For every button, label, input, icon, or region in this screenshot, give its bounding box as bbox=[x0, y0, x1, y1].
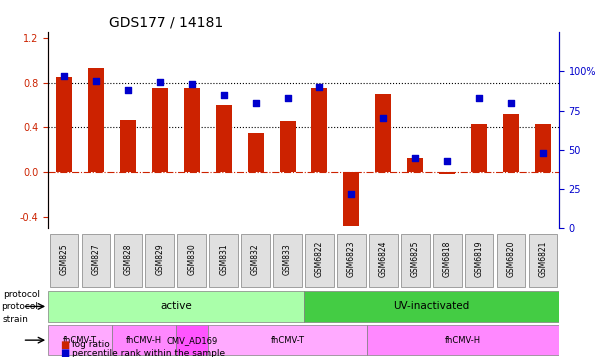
Bar bbox=[216, 105, 231, 172]
Bar bbox=[120, 120, 136, 172]
Bar bbox=[88, 68, 104, 172]
FancyBboxPatch shape bbox=[114, 235, 142, 287]
Bar bbox=[56, 77, 72, 172]
FancyBboxPatch shape bbox=[369, 235, 398, 287]
Point bbox=[442, 158, 452, 164]
Text: protocol: protocol bbox=[3, 290, 40, 299]
Text: ■: ■ bbox=[60, 340, 69, 350]
FancyBboxPatch shape bbox=[304, 291, 559, 322]
FancyBboxPatch shape bbox=[337, 235, 366, 287]
Text: GSM825: GSM825 bbox=[59, 243, 69, 275]
Bar bbox=[407, 158, 423, 172]
FancyBboxPatch shape bbox=[82, 235, 111, 287]
FancyBboxPatch shape bbox=[433, 235, 462, 287]
Text: CMV_AD169: CMV_AD169 bbox=[166, 336, 218, 345]
Point bbox=[315, 84, 325, 90]
Text: GSM6825: GSM6825 bbox=[410, 241, 419, 277]
Text: GSM827: GSM827 bbox=[91, 243, 100, 275]
Point bbox=[379, 116, 388, 121]
FancyBboxPatch shape bbox=[208, 325, 367, 355]
Text: active: active bbox=[160, 301, 192, 311]
FancyBboxPatch shape bbox=[209, 235, 238, 287]
Bar bbox=[471, 124, 487, 172]
Text: GSM6821: GSM6821 bbox=[538, 241, 548, 277]
Point bbox=[282, 95, 292, 101]
Bar bbox=[343, 172, 359, 226]
Text: ■: ■ bbox=[60, 348, 69, 357]
Bar bbox=[439, 172, 455, 175]
Text: GSM6823: GSM6823 bbox=[347, 241, 356, 277]
Text: log ratio: log ratio bbox=[72, 340, 110, 349]
FancyBboxPatch shape bbox=[112, 325, 176, 355]
Text: GSM6820: GSM6820 bbox=[507, 241, 516, 277]
Text: percentile rank within the sample: percentile rank within the sample bbox=[72, 349, 225, 357]
Text: GDS177 / 14181: GDS177 / 14181 bbox=[109, 16, 224, 30]
FancyBboxPatch shape bbox=[241, 235, 270, 287]
Text: fhCMV-H: fhCMV-H bbox=[445, 336, 481, 345]
Point bbox=[59, 73, 69, 79]
Text: fhCMV-H: fhCMV-H bbox=[126, 336, 162, 345]
Point bbox=[219, 92, 228, 98]
FancyBboxPatch shape bbox=[496, 235, 525, 287]
Text: protocol: protocol bbox=[1, 302, 38, 311]
FancyBboxPatch shape bbox=[529, 235, 557, 287]
FancyBboxPatch shape bbox=[177, 235, 206, 287]
Bar bbox=[279, 121, 296, 172]
Point bbox=[474, 95, 484, 101]
FancyBboxPatch shape bbox=[50, 235, 78, 287]
Bar bbox=[184, 88, 200, 172]
FancyBboxPatch shape bbox=[273, 235, 302, 287]
Point bbox=[91, 78, 101, 84]
Point bbox=[538, 150, 548, 156]
Point bbox=[347, 191, 356, 197]
Text: fhCMV-T: fhCMV-T bbox=[270, 336, 305, 345]
Point bbox=[123, 87, 133, 93]
Point bbox=[187, 81, 197, 87]
Text: GSM828: GSM828 bbox=[123, 243, 132, 275]
FancyBboxPatch shape bbox=[176, 325, 208, 355]
Text: GSM6818: GSM6818 bbox=[443, 241, 452, 277]
FancyBboxPatch shape bbox=[48, 325, 112, 355]
Bar bbox=[376, 94, 391, 172]
Text: GSM830: GSM830 bbox=[188, 243, 197, 275]
Bar bbox=[152, 88, 168, 172]
Text: GSM832: GSM832 bbox=[251, 243, 260, 275]
Point bbox=[506, 100, 516, 106]
Text: GSM829: GSM829 bbox=[155, 243, 164, 275]
Text: GSM833: GSM833 bbox=[283, 243, 292, 275]
FancyBboxPatch shape bbox=[48, 291, 304, 322]
FancyBboxPatch shape bbox=[305, 235, 334, 287]
FancyBboxPatch shape bbox=[401, 235, 430, 287]
FancyBboxPatch shape bbox=[145, 235, 174, 287]
Text: strain: strain bbox=[3, 315, 29, 324]
Bar bbox=[503, 114, 519, 172]
Text: fhCMV-T: fhCMV-T bbox=[63, 336, 97, 345]
Point bbox=[155, 80, 165, 85]
FancyBboxPatch shape bbox=[465, 235, 493, 287]
Point bbox=[251, 100, 260, 106]
Bar bbox=[311, 88, 328, 172]
Bar bbox=[248, 133, 264, 172]
Text: GSM6819: GSM6819 bbox=[475, 241, 484, 277]
Text: UV-inactivated: UV-inactivated bbox=[393, 301, 469, 311]
Text: GSM6822: GSM6822 bbox=[315, 241, 324, 277]
Bar bbox=[535, 124, 551, 172]
Point bbox=[410, 155, 420, 161]
Text: GSM831: GSM831 bbox=[219, 243, 228, 275]
Text: GSM6824: GSM6824 bbox=[379, 241, 388, 277]
FancyBboxPatch shape bbox=[367, 325, 559, 355]
